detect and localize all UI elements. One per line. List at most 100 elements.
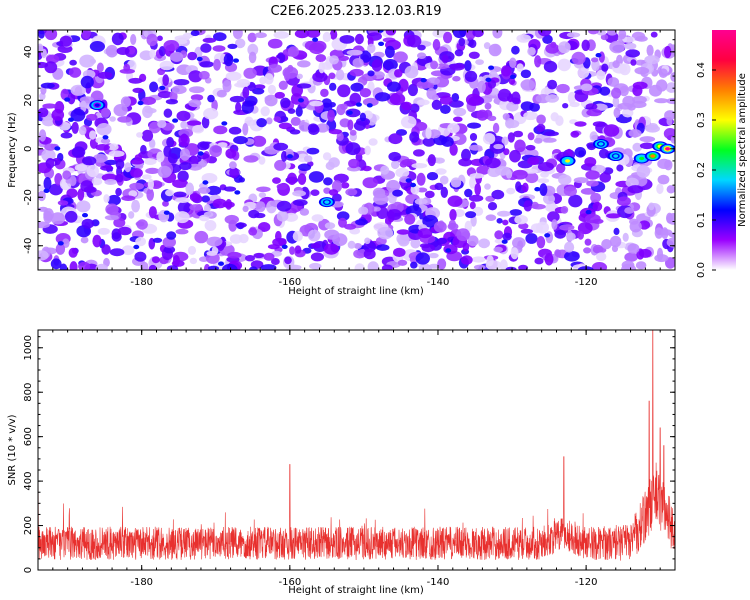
heatmap-cell: [622, 36, 635, 43]
heatmap-cell: [115, 187, 122, 197]
x-tick-label: -180: [130, 577, 153, 588]
heatmap-cell: [149, 81, 159, 93]
heatmap-cell: [373, 193, 389, 205]
heatmap-cell: [107, 143, 119, 151]
heatmap-cell: [57, 241, 64, 246]
heatmap-cell: [222, 80, 232, 93]
heatmap-cell: [367, 261, 379, 270]
heatmap-cell: [522, 182, 529, 193]
heatmap-cell: [209, 145, 222, 158]
heatmap-cell: [497, 210, 511, 217]
heatmap-cell: [241, 101, 254, 114]
heatmap-cell: [148, 206, 157, 219]
heatmap-cell: [165, 189, 174, 197]
heatmap-cell: [260, 264, 277, 270]
heatmap-cell: [666, 97, 675, 105]
heatmap-cell: [189, 193, 201, 202]
heatmap-cell: [104, 179, 117, 185]
heatmap-cell: [80, 236, 89, 244]
heatmap-cell: [624, 42, 637, 50]
heatmap-cell: [656, 247, 664, 261]
heatmap-cell: [627, 104, 636, 111]
heatmap-cell: [151, 256, 160, 264]
heatmap-cell: [146, 188, 154, 201]
heatmap-cell: [413, 121, 428, 131]
heatmap-cell: [140, 261, 149, 270]
heatmap-cell: [189, 257, 198, 265]
heatmap-cell: [545, 94, 559, 103]
heatmap-cell: [201, 195, 211, 203]
heatmap-cell: [488, 43, 502, 57]
x-tick-label: -120: [575, 277, 598, 288]
heatmap-cell: [95, 263, 108, 270]
heatmap-cell: [427, 154, 436, 167]
heatmap-cell: [510, 74, 516, 80]
heatmap-cell: [417, 52, 427, 59]
heatmap-cell: [356, 117, 370, 126]
heatmap-cell: [134, 154, 143, 161]
heatmap-cell: [163, 210, 170, 215]
heatmap-cell: [394, 69, 403, 78]
heatmap-cell: [557, 58, 571, 72]
heatmap-cell: [253, 252, 265, 259]
heatmap-cell: [60, 88, 70, 101]
heatmap-cell: [74, 164, 88, 172]
heatmap-cell: [325, 161, 335, 171]
heatmap-cell: [613, 227, 620, 235]
heatmap-cell: [163, 40, 180, 52]
heatmap-cell: [194, 230, 209, 244]
heatmap-cell: [430, 60, 439, 70]
heatmap-cell: [38, 250, 49, 261]
heatmap-cell: [627, 185, 644, 194]
heatmap-cell: [254, 32, 267, 39]
heatmap-cell: [116, 47, 130, 55]
heatmap-cell: [585, 209, 592, 215]
heatmap-cell: [233, 136, 248, 145]
heatmap-cell: [178, 134, 190, 147]
heatmap-cell: [287, 108, 296, 114]
heatmap-cell: [77, 188, 85, 201]
heatmap-cell: [332, 193, 342, 203]
heatmap-cell: [192, 124, 205, 134]
heatmap-cell: [410, 182, 417, 188]
heatmap-cell: [635, 35, 648, 42]
y-tick-label: 400: [23, 472, 34, 491]
heatmap-cell: [434, 157, 445, 164]
heatmap-cell: [639, 142, 655, 150]
heatmap-cell: [40, 82, 55, 89]
heatmap-cell: [92, 234, 102, 248]
heatmap-cell: [248, 227, 258, 236]
heatmap-cell: [646, 44, 654, 57]
heatmap-cell: [223, 186, 237, 192]
heatmap-cell: [86, 164, 100, 178]
snr-series-line: [38, 330, 675, 561]
heatmap-cell: [514, 139, 526, 153]
heatmap-cell: [435, 168, 447, 175]
heatmap-cell: [137, 100, 144, 106]
heatmap-cell: [223, 53, 234, 67]
heatmap-cell: [315, 54, 327, 63]
heatmap-cell: [619, 63, 631, 76]
heatmap-cell: [396, 229, 410, 235]
heatmap-cell: [358, 206, 369, 215]
heatmap-cell: [536, 221, 549, 234]
heatmap-cell: [199, 61, 214, 68]
heatmap-cell: [569, 101, 580, 108]
heatmap-cell: [109, 248, 125, 257]
heatmap-cell: [393, 51, 408, 63]
heatmap-cell: [322, 152, 332, 161]
heatmap-cell: [474, 183, 482, 196]
heatmap-cell: [113, 217, 126, 228]
heatmap-cell: [547, 79, 558, 90]
heatmap-cell: [425, 127, 432, 139]
heatmap-cell: [203, 211, 214, 218]
heatmap-cell: [276, 210, 289, 222]
heatmap-cell: [520, 79, 536, 91]
y-tick-label: -20: [23, 189, 34, 205]
heatmap-cell: [355, 219, 368, 226]
heatmap-cell: [525, 144, 536, 151]
heatmap-cell: [324, 229, 340, 240]
heatmap-cell: [82, 213, 88, 218]
heatmap-cell: [591, 57, 599, 63]
heatmap-cell: [613, 107, 621, 118]
